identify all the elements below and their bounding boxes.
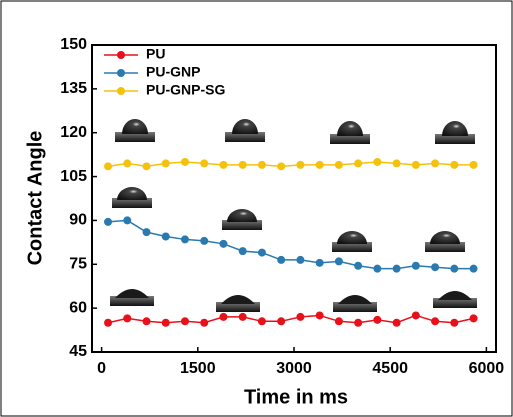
legend-label: PU-GNP-SG xyxy=(146,82,225,98)
data-point xyxy=(334,317,343,326)
y-tick-label: 45 xyxy=(69,343,87,360)
data-point xyxy=(392,264,401,273)
data-point xyxy=(123,159,132,168)
x-tick-label: 4500 xyxy=(372,360,408,377)
x-tick-label: 6000 xyxy=(469,360,505,377)
droplet xyxy=(110,289,154,306)
data-point xyxy=(411,311,420,320)
x-tick-label: 1500 xyxy=(180,360,216,377)
data-point xyxy=(315,258,324,267)
legend-marker xyxy=(117,69,125,77)
droplet xyxy=(333,295,377,312)
data-point xyxy=(277,255,286,264)
data-point xyxy=(450,160,459,169)
data-point xyxy=(257,248,266,257)
series-line xyxy=(107,219,474,270)
data-point xyxy=(238,160,247,169)
y-tick-label: 90 xyxy=(69,212,87,229)
droplet xyxy=(222,209,262,230)
data-point xyxy=(334,257,343,266)
y-tick-label: 60 xyxy=(69,299,87,316)
data-point xyxy=(200,236,209,245)
data-point xyxy=(296,255,305,264)
data-point xyxy=(123,314,132,323)
data-point xyxy=(373,157,382,166)
data-point xyxy=(161,159,170,168)
data-point xyxy=(200,159,209,168)
data-point xyxy=(354,159,363,168)
data-point xyxy=(334,160,343,169)
data-point xyxy=(219,160,228,169)
droplet-images xyxy=(110,119,477,312)
droplet xyxy=(216,295,260,312)
legend-marker xyxy=(117,51,125,59)
data-point xyxy=(142,317,151,326)
data-point xyxy=(238,247,247,256)
data-point xyxy=(469,314,478,323)
droplet xyxy=(112,187,152,208)
data-point xyxy=(354,318,363,327)
data-point xyxy=(238,312,247,321)
data-point xyxy=(373,264,382,273)
data-point xyxy=(354,261,363,270)
data-point xyxy=(392,159,401,168)
data-point xyxy=(142,228,151,237)
data-point xyxy=(450,264,459,273)
data-point xyxy=(277,317,286,326)
droplet xyxy=(225,119,265,142)
data-point xyxy=(277,162,286,171)
y-tick-label: 75 xyxy=(69,256,87,273)
droplet xyxy=(435,121,475,144)
data-point xyxy=(161,232,170,241)
data-point xyxy=(431,159,440,168)
x-tick-label: 3000 xyxy=(276,360,312,377)
data-point xyxy=(315,160,324,169)
data-point xyxy=(104,318,113,327)
data-point xyxy=(219,312,228,321)
data-point xyxy=(450,318,459,327)
droplet xyxy=(433,291,477,308)
data-point xyxy=(411,160,420,169)
data-point xyxy=(296,312,305,321)
data-point xyxy=(296,160,305,169)
data-point xyxy=(104,217,113,226)
y-axis-title: Contact Angle xyxy=(24,131,46,266)
data-point xyxy=(392,318,401,327)
data-point xyxy=(180,317,189,326)
data-point xyxy=(411,261,420,270)
x-axis-title: Time in ms xyxy=(244,386,348,408)
data-point xyxy=(469,264,478,273)
data-point xyxy=(469,160,478,169)
droplet xyxy=(332,231,372,252)
data-point xyxy=(123,216,132,225)
data-point xyxy=(161,318,170,327)
legend-marker xyxy=(117,87,125,95)
data-point xyxy=(180,235,189,244)
y-tick-label: 150 xyxy=(60,36,87,53)
y-tick-label: 135 xyxy=(60,80,87,97)
y-tick-label: 120 xyxy=(60,124,87,141)
data-point xyxy=(104,162,113,171)
data-point xyxy=(219,239,228,248)
data-point xyxy=(257,317,266,326)
data-point xyxy=(200,318,209,327)
data-point xyxy=(315,311,324,320)
data-point xyxy=(142,162,151,171)
data-point xyxy=(373,315,382,324)
data-point xyxy=(431,317,440,326)
y-tick-label: 105 xyxy=(60,168,87,185)
data-point xyxy=(431,263,440,272)
x-tick-label: 0 xyxy=(97,360,106,377)
data-point xyxy=(180,157,189,166)
droplet xyxy=(330,121,370,144)
droplet xyxy=(115,119,155,142)
droplet xyxy=(425,231,465,252)
legend-label: PU-GNP xyxy=(146,64,200,80)
data-point xyxy=(257,160,266,169)
legend-label: PU xyxy=(146,46,165,62)
